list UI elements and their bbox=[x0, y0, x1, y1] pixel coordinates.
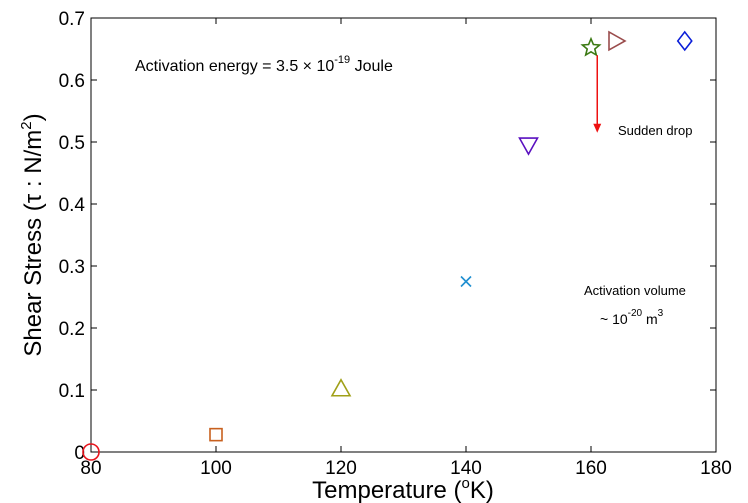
y-axis-label: Shear Stress (τ : N/m2) bbox=[18, 113, 47, 356]
x-tick-label: 140 bbox=[450, 458, 482, 479]
x-tick-label: 160 bbox=[575, 458, 607, 479]
x-tick-label: 100 bbox=[200, 458, 232, 479]
y-axis-ticks: 0 0.1 0.2 0.3 0.4 0.5 0.6 0.7 bbox=[59, 9, 716, 464]
y-tick-label: 0.7 bbox=[59, 9, 85, 30]
x-axis-label: Temperature (oK) bbox=[312, 475, 494, 503]
activation-volume-value: ~ 10-20 m3 bbox=[600, 308, 664, 327]
x-marker-stroke bbox=[460, 275, 472, 288]
data-point-circle bbox=[82, 443, 100, 461]
data-point-diamond bbox=[676, 30, 693, 52]
data-point-triangle-down bbox=[518, 137, 539, 156]
arrow-head bbox=[593, 123, 602, 133]
data-point-triangle-up bbox=[330, 378, 352, 397]
data-point-x bbox=[460, 275, 472, 288]
y-tick-label: 0.6 bbox=[59, 71, 85, 92]
sudden-drop-annotation: Sudden drop bbox=[618, 123, 692, 138]
data-point-star bbox=[580, 36, 602, 57]
data-point-triangle-right bbox=[608, 30, 627, 52]
y-tick-label: 0.1 bbox=[59, 381, 85, 402]
sudden-drop-arrow bbox=[593, 55, 602, 133]
x-tick-label: 180 bbox=[700, 458, 732, 479]
activation-volume-annotation: Activation volume bbox=[584, 283, 686, 298]
y-tick-label: 0 bbox=[74, 443, 85, 464]
y-tick-label: 0.2 bbox=[59, 319, 85, 340]
data-points bbox=[82, 30, 693, 461]
activation-energy-annotation: Activation energy = 3.5 × 10-19 Joule bbox=[135, 54, 393, 75]
plot-area bbox=[90, 17, 717, 453]
y-tick-label: 0.3 bbox=[59, 257, 85, 278]
x-tick-label: 80 bbox=[80, 458, 101, 479]
y-tick-label: 0.5 bbox=[59, 133, 85, 154]
y-tick-label: 0.4 bbox=[59, 195, 86, 216]
x-tick-label: 120 bbox=[325, 458, 357, 479]
data-point-square bbox=[209, 427, 223, 442]
x-axis-ticks: 80 100 120 140 160 180 bbox=[80, 18, 732, 479]
